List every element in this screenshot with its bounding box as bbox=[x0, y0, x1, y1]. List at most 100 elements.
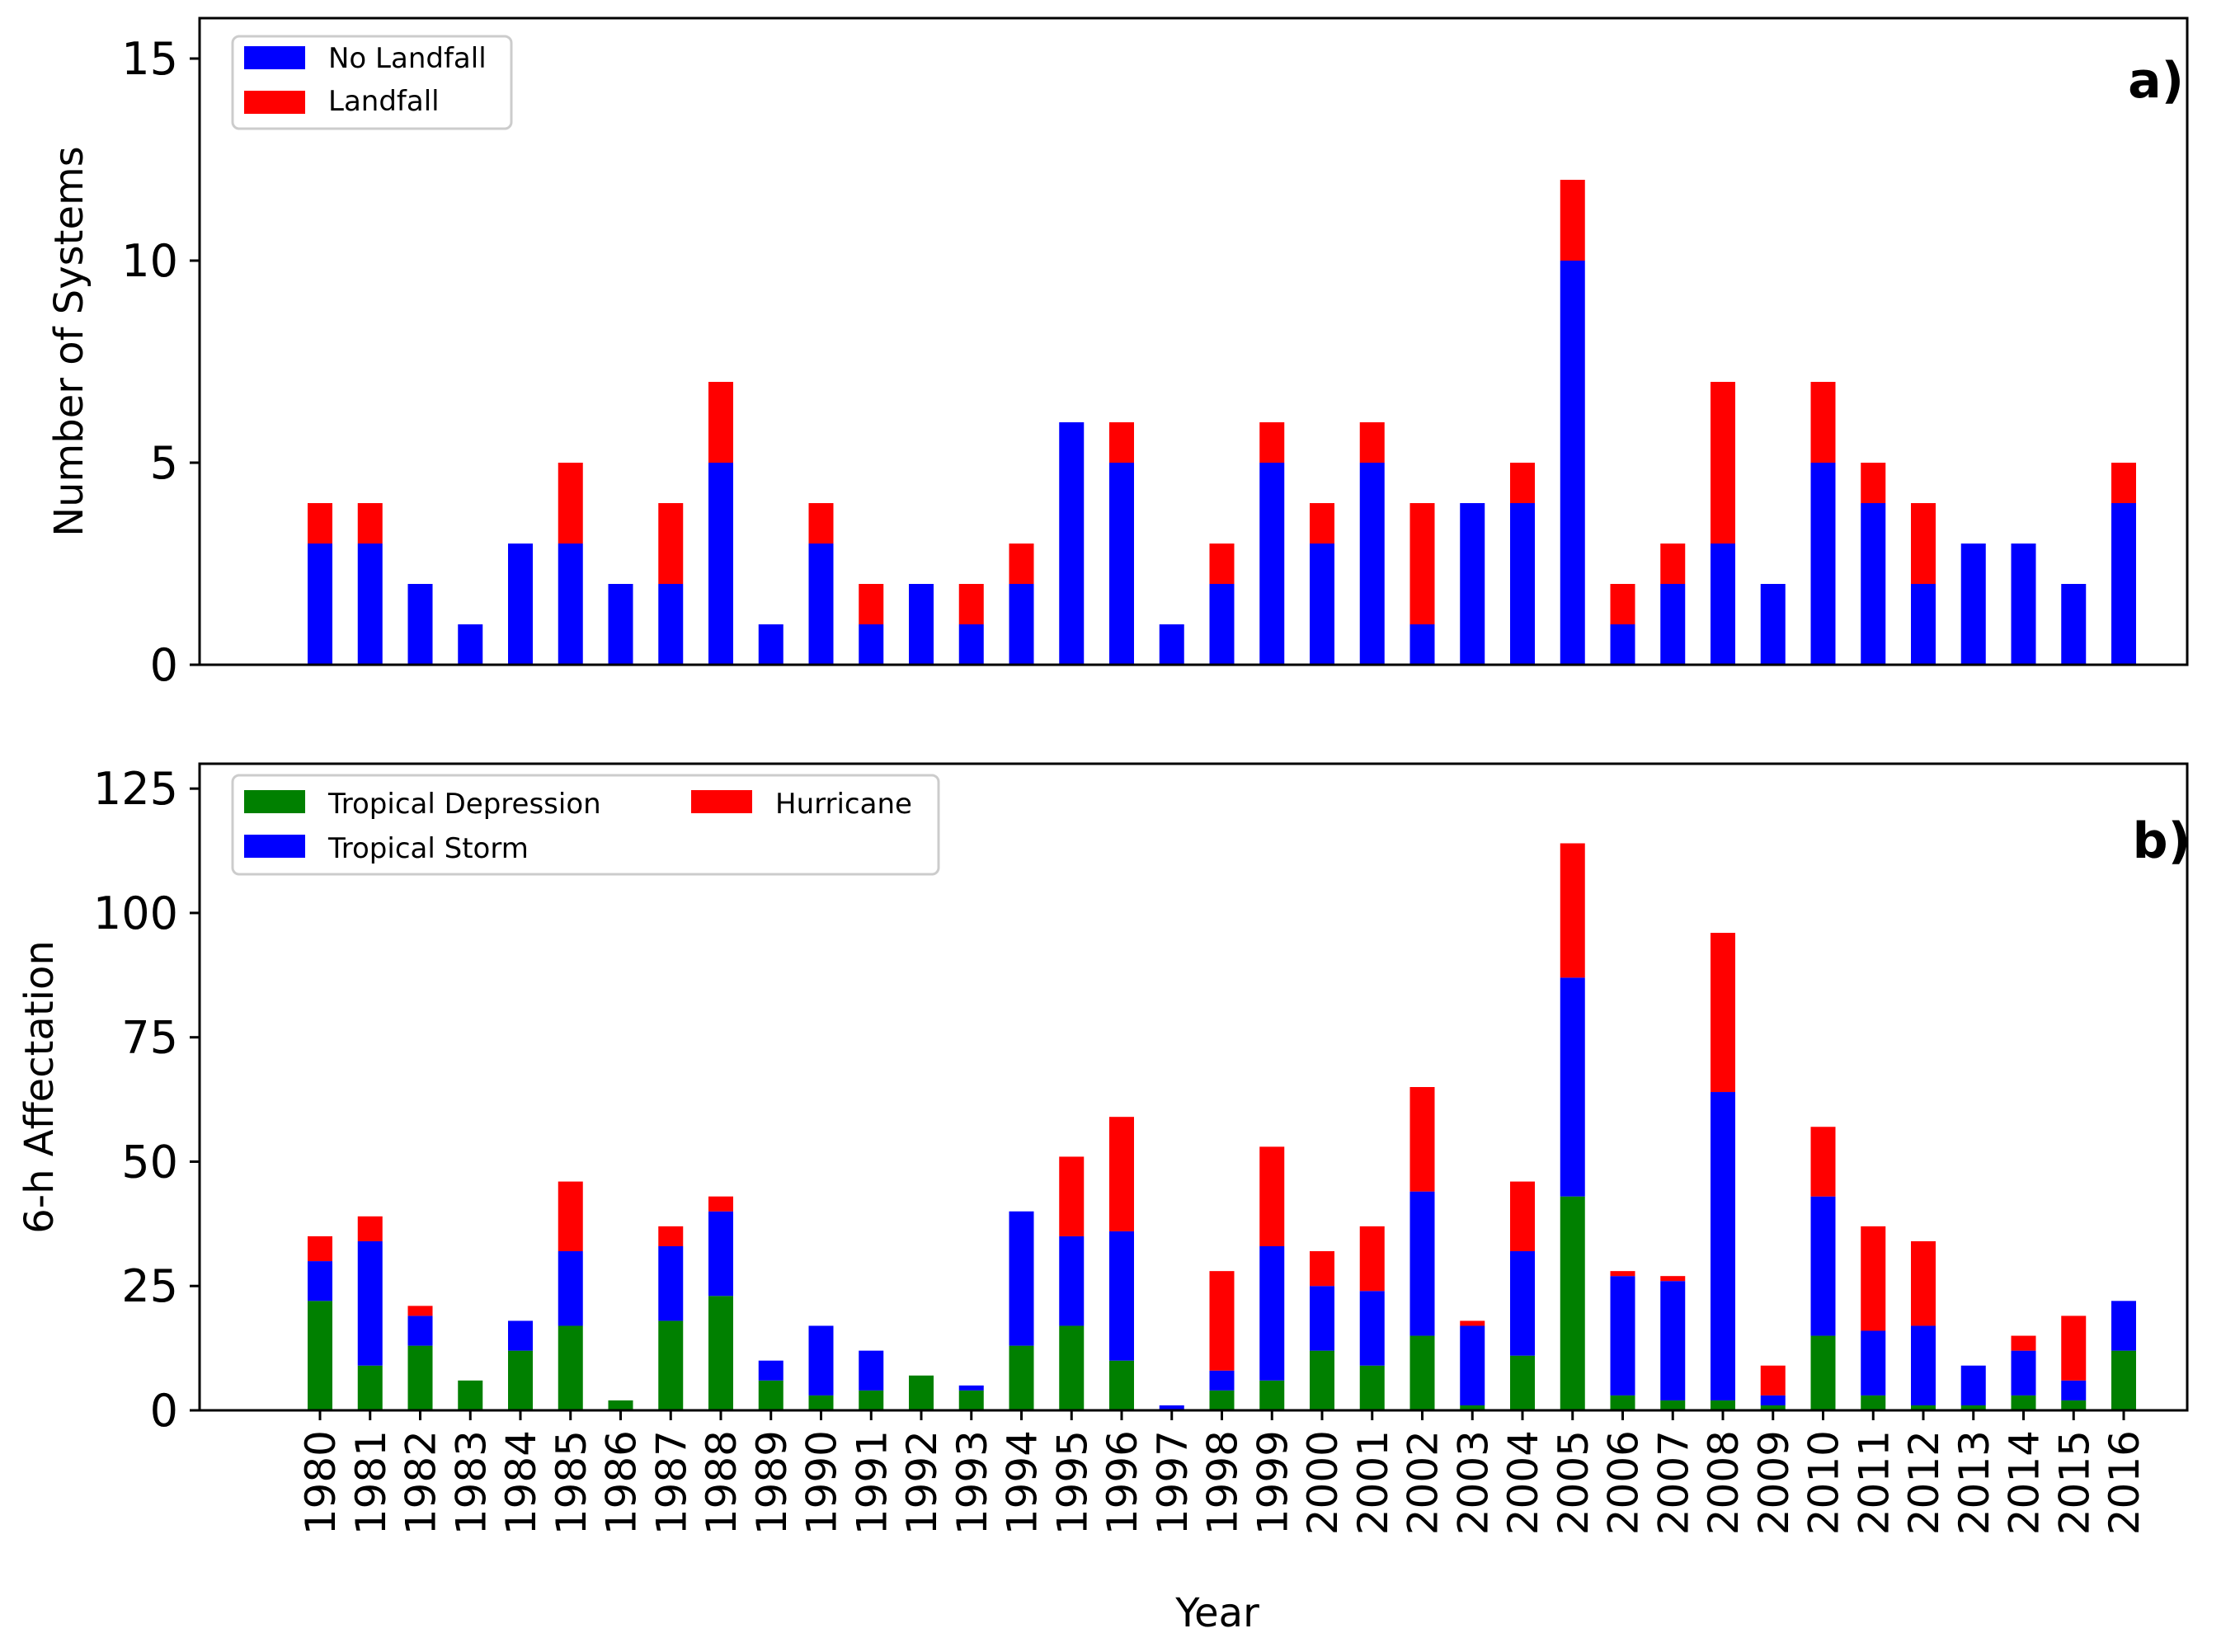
y-tick-label: 0 bbox=[150, 639, 178, 691]
y-tick-label: 10 bbox=[121, 235, 178, 287]
x-tick-label-1997: 1997 bbox=[1149, 1430, 1197, 1535]
bar-no-landfall-1981 bbox=[357, 544, 383, 665]
x-tick-label-2008: 2008 bbox=[1700, 1430, 1748, 1535]
panel-a-bars bbox=[308, 180, 2136, 665]
bar-hurricane-1999 bbox=[1259, 1146, 1285, 1246]
x-tick-label-2015: 2015 bbox=[2050, 1430, 2098, 1535]
bar-tropical-storm-1997 bbox=[1159, 1405, 1184, 1410]
bar-no-landfall-1994 bbox=[1009, 584, 1034, 665]
y-tick-label: 25 bbox=[121, 1260, 178, 1312]
x-tick-label-2000: 2000 bbox=[1299, 1430, 1347, 1535]
bar-no-landfall-2005 bbox=[1560, 261, 1585, 665]
bar-no-landfall-1992 bbox=[909, 584, 934, 665]
bar-no-landfall-1990 bbox=[808, 544, 834, 665]
bar-tropical-depression-2015 bbox=[2061, 1400, 2087, 1410]
x-tick-label-1995: 1995 bbox=[1048, 1430, 1096, 1535]
bar-tropical-storm-2008 bbox=[1711, 1092, 1735, 1400]
bar-tropical-depression-1993 bbox=[958, 1390, 984, 1410]
bar-landfall-1980 bbox=[308, 503, 332, 544]
bar-tropical-depression-1990 bbox=[808, 1395, 834, 1410]
panel-b-x-axis: 1980 1981 1982 1983 1984 1985 1986 1987 1988 1989… bbox=[297, 1410, 2148, 1535]
x-tick-label-1994: 1994 bbox=[999, 1430, 1047, 1535]
bar-hurricane-2012 bbox=[1911, 1240, 1936, 1326]
bar-tropical-storm-1981 bbox=[357, 1240, 383, 1366]
bar-hurricane-2000 bbox=[1310, 1251, 1334, 1287]
panel-a-legend: No Landfall Landfall bbox=[231, 35, 513, 130]
bar-hurricane-2007 bbox=[1660, 1276, 1686, 1282]
bar-tropical-depression-1992 bbox=[909, 1375, 934, 1410]
panel-b-tag: b) bbox=[2133, 812, 2191, 870]
bar-tropical-depression-1983 bbox=[458, 1380, 483, 1410]
x-tick-label-2003: 2003 bbox=[1449, 1430, 1497, 1535]
x-tick-label-2012: 2012 bbox=[1900, 1430, 1948, 1535]
bar-hurricane-2006 bbox=[1610, 1271, 1635, 1277]
bar-no-landfall-1986 bbox=[608, 584, 633, 665]
bar-no-landfall-2015 bbox=[2061, 584, 2087, 665]
bar-hurricane-2011 bbox=[1861, 1226, 1886, 1331]
x-tick-label-2006: 2006 bbox=[1600, 1430, 1648, 1535]
bar-tropical-storm-2011 bbox=[1861, 1330, 1886, 1395]
bar-landfall-2001 bbox=[1359, 422, 1385, 463]
bar-tropical-storm-1980 bbox=[308, 1261, 332, 1301]
bar-tropical-depression-1999 bbox=[1259, 1380, 1285, 1410]
legend-label-landfall: Landfall bbox=[328, 85, 440, 118]
bar-hurricane-2004 bbox=[1510, 1181, 1535, 1252]
x-tick-label-2001: 2001 bbox=[1349, 1430, 1397, 1535]
legend-label-tropical-depression: Tropical Depression bbox=[327, 788, 601, 821]
bar-tropical-depression-1982 bbox=[407, 1345, 433, 1410]
x-tick-label-1986: 1986 bbox=[598, 1430, 646, 1535]
bar-tropical-depression-1995 bbox=[1059, 1325, 1085, 1410]
panel-a-number-of-systems: 0 5 10 15 Number of Systems a) No Landfall … bbox=[46, 16, 2189, 691]
bar-tropical-depression-1994 bbox=[1009, 1345, 1034, 1410]
bar-tropical-depression-1987 bbox=[658, 1320, 684, 1410]
legend-label-hurricane: Hurricane bbox=[775, 788, 912, 821]
bar-hurricane-1982 bbox=[407, 1306, 433, 1316]
bar-landfall-1994 bbox=[1009, 544, 1034, 584]
bar-hurricane-1980 bbox=[308, 1235, 332, 1262]
legend-label-no-landfall: No Landfall bbox=[328, 42, 487, 75]
bar-no-landfall-1991 bbox=[859, 624, 884, 665]
bar-hurricane-2009 bbox=[1760, 1365, 1786, 1395]
x-tick-label-2011: 2011 bbox=[1850, 1430, 1898, 1535]
bar-no-landfall-1995 bbox=[1059, 422, 1085, 665]
x-tick-label-1996: 1996 bbox=[1099, 1430, 1146, 1535]
bar-no-landfall-2001 bbox=[1359, 463, 1385, 665]
bar-landfall-1991 bbox=[859, 584, 884, 624]
x-tick-label-1983: 1983 bbox=[447, 1430, 495, 1535]
panel-b-6h-affectation: 0 25 50 75 100 125 6-h Affectation b) Tropica… bbox=[16, 762, 2191, 1636]
bar-hurricane-1985 bbox=[558, 1181, 583, 1252]
bar-no-landfall-2000 bbox=[1310, 544, 1334, 665]
bar-no-landfall-2006 bbox=[1610, 624, 1635, 665]
bar-tropical-depression-2010 bbox=[1810, 1335, 1836, 1410]
bar-tropical-depression-2001 bbox=[1359, 1365, 1385, 1410]
bar-landfall-2004 bbox=[1510, 463, 1535, 503]
panel-a-y-label: Number of Systems bbox=[46, 146, 92, 537]
legend-swatch-hurricane bbox=[691, 790, 752, 813]
bar-tropical-storm-1988 bbox=[708, 1211, 733, 1297]
bar-tropical-storm-2010 bbox=[1810, 1196, 1836, 1336]
x-tick-label-1988: 1988 bbox=[698, 1430, 746, 1535]
panel-b-frame bbox=[198, 762, 2189, 1412]
bar-tropical-storm-2004 bbox=[1510, 1251, 1535, 1356]
x-tick-label-2009: 2009 bbox=[1750, 1430, 1798, 1535]
bar-tropical-storm-1996 bbox=[1109, 1231, 1134, 1361]
bar-tropical-storm-2001 bbox=[1359, 1291, 1385, 1366]
panel-b-legend: Tropical Depression Tropical Storm Hurri… bbox=[231, 774, 940, 876]
y-tick-label: 0 bbox=[150, 1385, 178, 1437]
x-tick-label-1992: 1992 bbox=[898, 1430, 946, 1535]
bar-hurricane-2015 bbox=[2061, 1315, 2087, 1381]
bar-tropical-depression-2005 bbox=[1560, 1196, 1585, 1410]
bar-no-landfall-2007 bbox=[1660, 584, 1686, 665]
x-tick-label-2013: 2013 bbox=[1951, 1430, 1998, 1535]
bar-tropical-storm-1985 bbox=[558, 1251, 583, 1326]
bar-hurricane-2008 bbox=[1711, 933, 1735, 1093]
y-tick-label: 15 bbox=[121, 33, 178, 85]
bar-tropical-depression-2002 bbox=[1409, 1335, 1435, 1410]
bar-landfall-2000 bbox=[1310, 503, 1334, 544]
bar-landfall-1985 bbox=[558, 463, 583, 544]
bar-tropical-storm-2005 bbox=[1560, 977, 1585, 1197]
bar-tropical-depression-1986 bbox=[608, 1400, 633, 1410]
bar-tropical-storm-1998 bbox=[1209, 1370, 1235, 1391]
bar-tropical-depression-1981 bbox=[357, 1365, 383, 1410]
bar-no-landfall-2004 bbox=[1510, 503, 1535, 665]
